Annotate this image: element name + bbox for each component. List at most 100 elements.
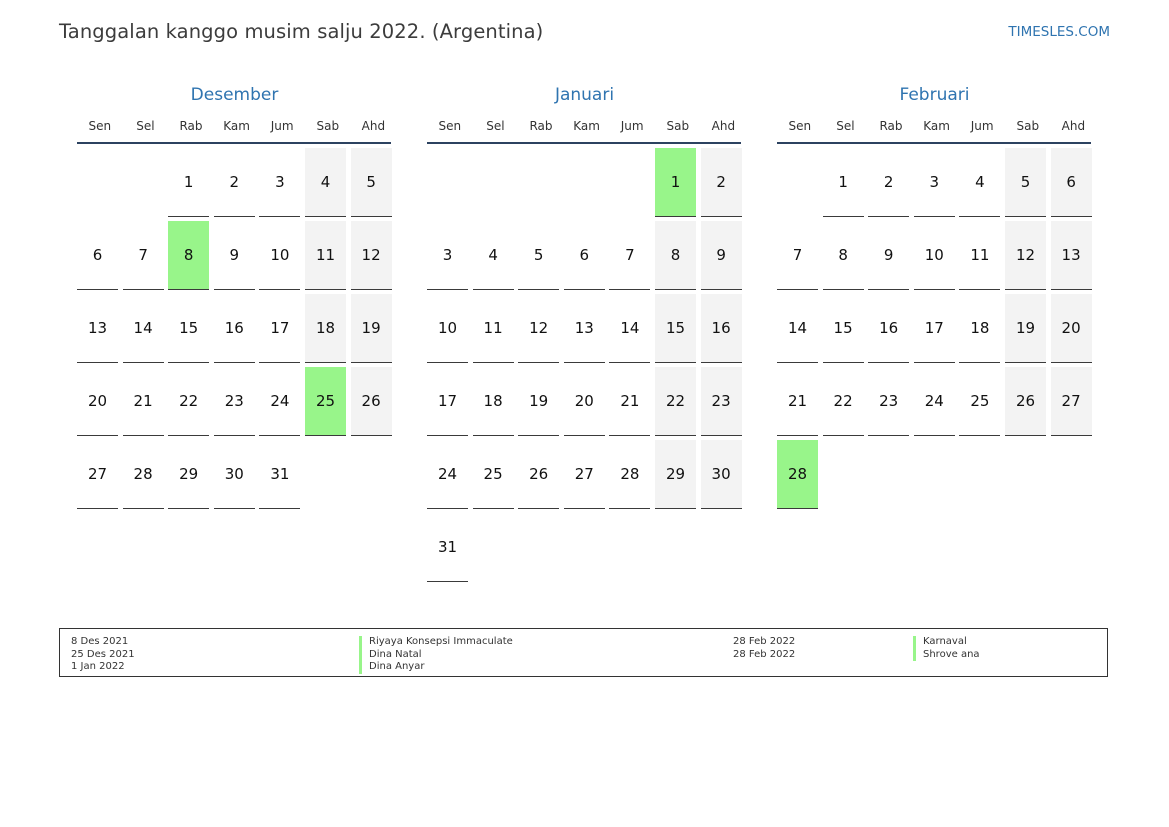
day-cell[interactable]: 28 <box>609 440 651 509</box>
day-cell[interactable]: 20 <box>77 367 118 436</box>
day-cell[interactable]: 24 <box>427 440 468 509</box>
day-cell[interactable]: 12 <box>518 294 560 363</box>
day-cell[interactable]: 21 <box>122 367 164 436</box>
day-cell[interactable]: 23 <box>213 367 255 436</box>
brand-link[interactable]: TIMESLES.COM <box>1008 24 1110 40</box>
day-cell[interactable]: 11 <box>472 294 514 363</box>
day-cell[interactable]: 8 <box>655 221 696 290</box>
legend-names-right: Karnaval Shrove ana <box>913 636 980 661</box>
day-cell[interactable]: 19 <box>1005 294 1046 363</box>
day-cell[interactable]: 7 <box>122 221 164 290</box>
holiday-day-cell[interactable]: 25 <box>305 367 346 436</box>
day-cell[interactable]: 12 <box>1005 221 1046 290</box>
day-cell[interactable]: 25 <box>959 367 1001 436</box>
day-cell[interactable]: 15 <box>822 294 864 363</box>
day-cell[interactable]: 16 <box>700 294 742 363</box>
holiday-day-cell[interactable]: 28 <box>777 440 818 509</box>
day-cell[interactable]: 7 <box>609 221 651 290</box>
day-cell[interactable]: 3 <box>259 148 301 217</box>
day-cell[interactable]: 9 <box>868 221 910 290</box>
day-cell[interactable]: 4 <box>959 148 1001 217</box>
day-cell[interactable]: 10 <box>259 221 301 290</box>
day-cell[interactable]: 18 <box>959 294 1001 363</box>
day-cell[interactable]: 2 <box>868 148 910 217</box>
day-cell[interactable]: 5 <box>1005 148 1046 217</box>
day-cell[interactable]: 22 <box>168 367 210 436</box>
day-cell[interactable]: 18 <box>472 367 514 436</box>
day-cell[interactable]: 12 <box>350 221 392 290</box>
day-cell[interactable]: 3 <box>913 148 955 217</box>
day-cell[interactable]: 30 <box>700 440 742 509</box>
day-cell[interactable]: 2 <box>213 148 255 217</box>
day-cell[interactable]: 20 <box>563 367 605 436</box>
day-cell[interactable]: 19 <box>518 367 560 436</box>
day-cell[interactable]: 14 <box>609 294 651 363</box>
weekday-label: Sen <box>88 119 112 133</box>
month-title: Desember <box>190 85 279 105</box>
legend-holiday-name: Karnaval <box>913 636 980 649</box>
day-cell[interactable]: 15 <box>168 294 210 363</box>
weekday-label: Sen <box>438 119 462 133</box>
day-cell[interactable]: 27 <box>1050 367 1092 436</box>
day-cell[interactable]: 5 <box>350 148 392 217</box>
day-cell[interactable]: 11 <box>305 221 346 290</box>
day-cell[interactable]: 13 <box>77 294 118 363</box>
day-cell[interactable]: 10 <box>427 294 468 363</box>
day-cell[interactable]: 13 <box>1050 221 1092 290</box>
day-cell[interactable]: 26 <box>1005 367 1046 436</box>
day-cell[interactable]: 26 <box>518 440 560 509</box>
day-cell[interactable]: 29 <box>168 440 210 509</box>
day-cell[interactable]: 1 <box>822 148 864 217</box>
day-cell[interactable]: 4 <box>305 148 346 217</box>
day-cell[interactable]: 25 <box>472 440 514 509</box>
day-cell[interactable]: 26 <box>350 367 392 436</box>
day-cell[interactable]: 27 <box>77 440 118 509</box>
day-cell[interactable]: 18 <box>305 294 346 363</box>
day-cell[interactable]: 6 <box>563 221 605 290</box>
day-cell[interactable]: 10 <box>913 221 955 290</box>
day-cell[interactable]: 5 <box>518 221 560 290</box>
day-cell[interactable]: 27 <box>563 440 605 509</box>
header-rule <box>77 142 391 144</box>
day-cell[interactable]: 14 <box>122 294 164 363</box>
day-cell[interactable]: 17 <box>259 294 301 363</box>
day-cell[interactable]: 7 <box>777 221 818 290</box>
day-cell[interactable]: 17 <box>427 367 468 436</box>
day-cell[interactable]: 21 <box>609 367 651 436</box>
day-cell[interactable]: 31 <box>259 440 301 509</box>
day-cell[interactable]: 11 <box>959 221 1001 290</box>
weekday-label: Ahd <box>1061 119 1086 133</box>
day-cell[interactable]: 4 <box>472 221 514 290</box>
day-cell[interactable]: 3 <box>427 221 468 290</box>
holiday-day-cell[interactable]: 1 <box>655 148 696 217</box>
day-cell[interactable]: 19 <box>350 294 392 363</box>
day-cell[interactable]: 24 <box>259 367 301 436</box>
day-cell[interactable]: 14 <box>777 294 818 363</box>
day-cell[interactable]: 2 <box>700 148 742 217</box>
day-cell[interactable]: 21 <box>777 367 818 436</box>
day-cell[interactable]: 29 <box>655 440 696 509</box>
day-cell[interactable]: 23 <box>868 367 910 436</box>
day-cell[interactable]: 30 <box>213 440 255 509</box>
day-cell[interactable]: 15 <box>655 294 696 363</box>
day-cell[interactable]: 22 <box>822 367 864 436</box>
holiday-day-cell[interactable]: 8 <box>168 221 210 290</box>
day-cell[interactable]: 6 <box>77 221 118 290</box>
day-cell[interactable]: 6 <box>1050 148 1092 217</box>
day-cell[interactable]: 17 <box>913 294 955 363</box>
day-cell[interactable]: 16 <box>868 294 910 363</box>
day-cell[interactable]: 13 <box>563 294 605 363</box>
day-cell[interactable]: 20 <box>1050 294 1092 363</box>
day-cell[interactable]: 24 <box>913 367 955 436</box>
day-cell[interactable]: 31 <box>427 513 468 582</box>
day-cell[interactable]: 23 <box>700 367 742 436</box>
legend-dates-right: 28 Feb 2022 28 Feb 2022 <box>733 636 795 661</box>
day-cell[interactable]: 16 <box>213 294 255 363</box>
day-cell[interactable]: 9 <box>700 221 742 290</box>
day-cell[interactable]: 9 <box>213 221 255 290</box>
day-cell[interactable]: 28 <box>122 440 164 509</box>
day-cell[interactable]: 22 <box>655 367 696 436</box>
legend-names-left: Riyaya Konsepsi Immaculate Dina Natal Di… <box>359 636 513 674</box>
day-cell[interactable]: 1 <box>168 148 210 217</box>
day-cell[interactable]: 8 <box>822 221 864 290</box>
